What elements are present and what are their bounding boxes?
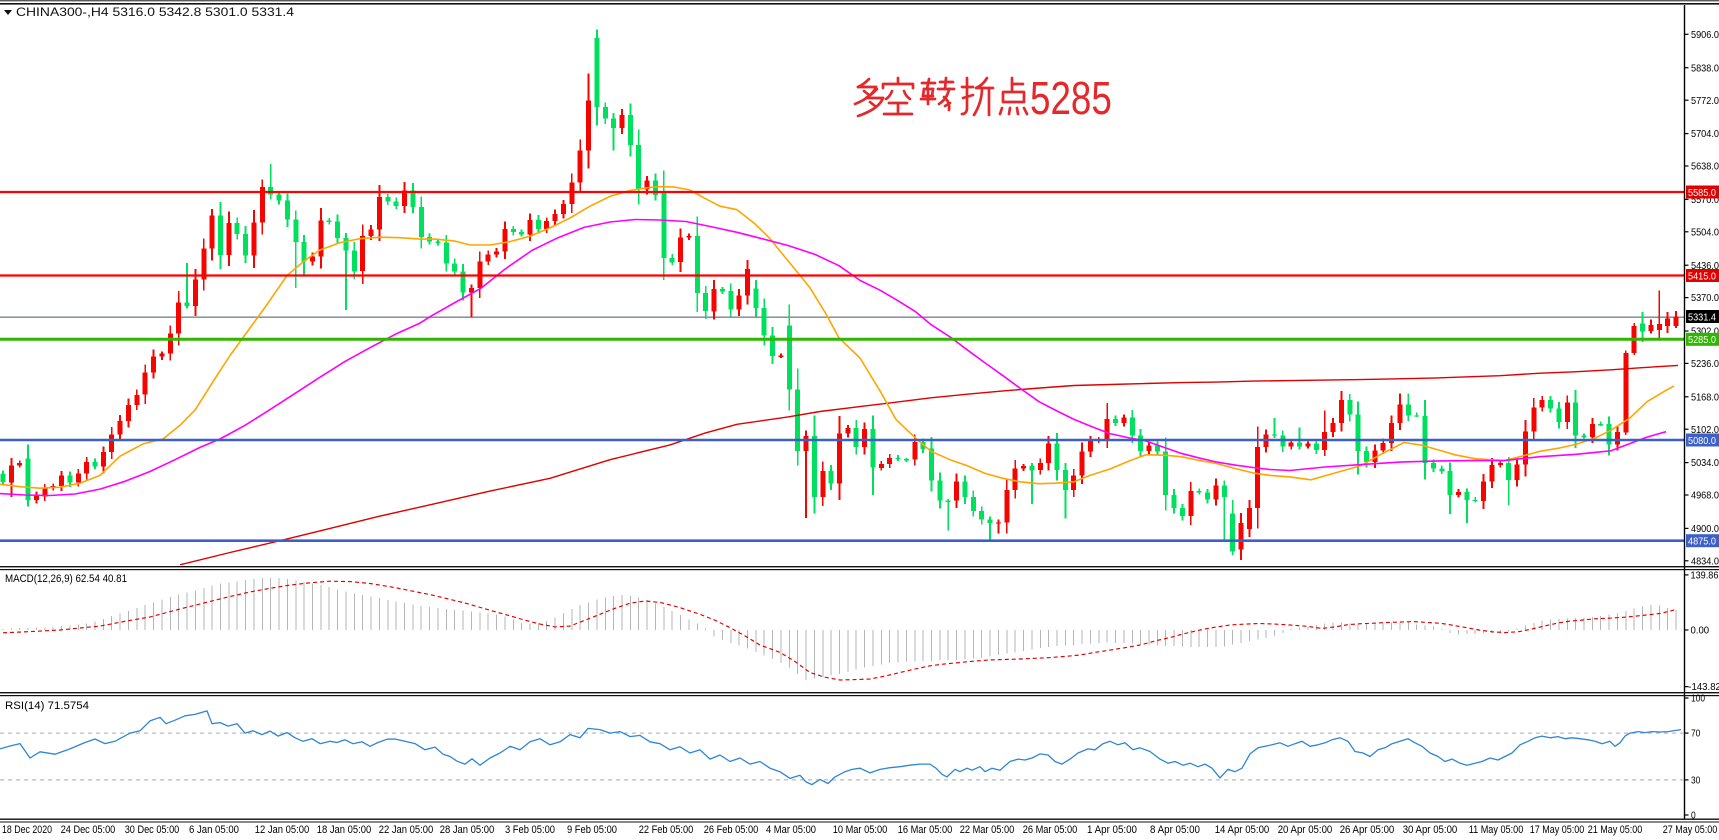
svg-text:5585.0: 5585.0: [1688, 187, 1716, 199]
svg-text:12 Jan 05:00: 12 Jan 05:00: [255, 824, 310, 836]
svg-text:5436.0: 5436.0: [1691, 260, 1719, 272]
svg-text:MACD(12,26,9) 62.54 40.81: MACD(12,26,9) 62.54 40.81: [5, 573, 127, 585]
svg-text:1 Apr 05:00: 1 Apr 05:00: [1087, 824, 1137, 836]
svg-text:5838.0: 5838.0: [1691, 62, 1719, 74]
svg-text:5168.0: 5168.0: [1691, 391, 1719, 403]
svg-text:6 Jan 05:00: 6 Jan 05:00: [189, 824, 239, 836]
svg-text:17 May 05:00: 17 May 05:00: [1530, 824, 1585, 836]
svg-text:5504.0: 5504.0: [1691, 226, 1719, 238]
svg-text:5080.0: 5080.0: [1688, 435, 1716, 447]
svg-text:26 Mar 05:00: 26 Mar 05:00: [1023, 824, 1078, 836]
svg-text:5285: 5285: [1030, 72, 1112, 124]
svg-text:16 Mar 05:00: 16 Mar 05:00: [898, 824, 953, 836]
svg-text:5102.0: 5102.0: [1691, 424, 1719, 436]
svg-text:11 May 05:00: 11 May 05:00: [1469, 824, 1524, 836]
svg-text:14 Apr 05:00: 14 Apr 05:00: [1215, 824, 1270, 836]
svg-text:5772.0: 5772.0: [1691, 95, 1719, 107]
svg-text:21 May 05:00: 21 May 05:00: [1588, 824, 1643, 836]
svg-text:5906.0: 5906.0: [1691, 29, 1719, 41]
svg-text:26 Feb 05:00: 26 Feb 05:00: [704, 824, 759, 836]
svg-text:5638.0: 5638.0: [1691, 161, 1719, 173]
svg-text:4 Mar 05:00: 4 Mar 05:00: [766, 824, 816, 836]
svg-text:30 Apr 05:00: 30 Apr 05:00: [1403, 824, 1458, 836]
svg-text:22 Feb 05:00: 22 Feb 05:00: [639, 824, 694, 836]
svg-text:0: 0: [1691, 810, 1696, 822]
svg-text:5285.0: 5285.0: [1688, 334, 1716, 346]
svg-text:3 Feb 05:00: 3 Feb 05:00: [505, 824, 555, 836]
svg-text:22 Mar 05:00: 22 Mar 05:00: [960, 824, 1015, 836]
svg-text:8 Apr 05:00: 8 Apr 05:00: [1150, 824, 1200, 836]
svg-text:30 Dec 05:00: 30 Dec 05:00: [125, 824, 180, 836]
svg-text:18 Dec 2020: 18 Dec 2020: [2, 824, 52, 836]
svg-text:10 Mar 05:00: 10 Mar 05:00: [833, 824, 888, 836]
svg-text:4900.0: 4900.0: [1691, 523, 1719, 535]
svg-text:30: 30: [1691, 775, 1700, 787]
svg-text:70: 70: [1691, 728, 1700, 740]
svg-text:27 May 05:00: 27 May 05:00: [1663, 824, 1718, 836]
svg-text:5236.0: 5236.0: [1691, 358, 1719, 370]
svg-text:5331.4: 5331.4: [1688, 311, 1716, 323]
svg-text:-143.82: -143.82: [1688, 681, 1719, 693]
svg-text:5415.0: 5415.0: [1688, 270, 1716, 282]
svg-text:5370.0: 5370.0: [1691, 292, 1719, 304]
svg-text:CHINA300-,H4 5316.0 5342.8 53: CHINA300-,H4 5316.0 5342.8 5301.0 5331.4: [16, 5, 294, 19]
svg-text:5034.0: 5034.0: [1691, 457, 1719, 469]
svg-text:24 Dec 05:00: 24 Dec 05:00: [61, 824, 116, 836]
svg-text:139.86: 139.86: [1691, 570, 1719, 582]
svg-text:5704.0: 5704.0: [1691, 128, 1719, 140]
svg-text:9 Feb 05:00: 9 Feb 05:00: [567, 824, 617, 836]
svg-text:4834.0: 4834.0: [1691, 555, 1719, 567]
svg-text:26 Apr 05:00: 26 Apr 05:00: [1340, 824, 1395, 836]
svg-text:0.00: 0.00: [1691, 625, 1710, 637]
svg-text:4875.0: 4875.0: [1688, 536, 1716, 548]
svg-text:RSI(14) 71.5754: RSI(14) 71.5754: [5, 700, 89, 712]
svg-text:22 Jan 05:00: 22 Jan 05:00: [379, 824, 434, 836]
svg-text:18 Jan 05:00: 18 Jan 05:00: [317, 824, 372, 836]
svg-text:20 Apr 05:00: 20 Apr 05:00: [1278, 824, 1333, 836]
svg-text:28 Jan 05:00: 28 Jan 05:00: [440, 824, 495, 836]
svg-text:100: 100: [1691, 693, 1705, 705]
svg-text:4968.0: 4968.0: [1691, 490, 1719, 502]
